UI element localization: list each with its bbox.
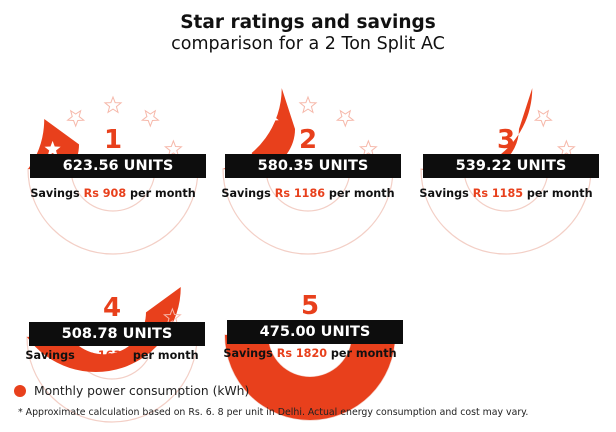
filled-star-icon bbox=[339, 276, 356, 293]
filled-star-icon bbox=[44, 140, 61, 157]
filled-star-icon bbox=[262, 110, 279, 127]
page-title: Star ratings and savings bbox=[180, 12, 436, 33]
legend-dot-icon bbox=[14, 385, 26, 397]
filled-star-icon bbox=[301, 263, 319, 279]
rating-number: 2 bbox=[299, 125, 317, 155]
savings-suffix: per month bbox=[330, 347, 397, 360]
savings-prefix: Savings bbox=[221, 187, 271, 200]
rating-card-5: 5 475.00 UNITS bbox=[215, 250, 405, 421]
savings-prefix: Savings bbox=[30, 187, 80, 200]
rating-card-2: 2 580.35 UNITS bbox=[213, 84, 403, 255]
gauge-filled-arc bbox=[421, 88, 533, 174]
empty-star-icon bbox=[533, 109, 553, 128]
savings-amount: Rs 1185 bbox=[472, 187, 524, 200]
savings-amount: Rs 1186 bbox=[274, 187, 326, 200]
filled-star-icon bbox=[362, 306, 379, 323]
units-bar: 580.35 UNITS bbox=[225, 154, 401, 178]
footnote: * Approximate calculation based on Rs. 6… bbox=[18, 407, 529, 418]
filled-star-icon bbox=[264, 276, 281, 293]
gauge-filled-arc bbox=[225, 335, 395, 420]
savings-amount: Rs 1820 bbox=[276, 347, 328, 360]
rating-number: 3 bbox=[497, 125, 515, 155]
rating-number: 1 bbox=[104, 125, 122, 155]
filled-star-icon bbox=[239, 140, 256, 157]
rating-number: 4 bbox=[103, 293, 121, 323]
page-subtitle: comparison for a 2 Ton Split AC bbox=[171, 34, 445, 54]
savings-line-2: Savings Rs 1186 per month bbox=[208, 187, 408, 200]
filled-star-icon bbox=[460, 110, 477, 127]
savings-prefix: Savings bbox=[223, 347, 273, 360]
savings-suffix: per month bbox=[328, 187, 395, 200]
savings-line-1: Savings Rs 908 per month bbox=[13, 187, 213, 200]
empty-star-icon bbox=[335, 109, 355, 128]
empty-star-icon bbox=[103, 95, 123, 114]
units-bar: 508.78 UNITS bbox=[29, 322, 205, 346]
star-gauge: 3 bbox=[420, 88, 592, 255]
filled-star-icon bbox=[141, 278, 158, 295]
savings-line-3: Savings Rs 1185 per month bbox=[406, 187, 606, 200]
gauge-ring bbox=[222, 168, 394, 255]
savings-amount: Rs 908 bbox=[83, 187, 127, 200]
filled-star-icon bbox=[241, 306, 258, 323]
star-gauge: 2 bbox=[222, 88, 394, 255]
rating-card-4: 4 508.78 UNITS bbox=[17, 252, 207, 423]
savings-amount: Rs 1633 bbox=[78, 349, 130, 362]
savings-suffix: per month bbox=[132, 349, 199, 362]
savings-prefix: Savings bbox=[25, 349, 75, 362]
filled-star-icon bbox=[43, 308, 60, 325]
filled-star-icon bbox=[103, 265, 121, 281]
filled-star-icon bbox=[66, 278, 83, 295]
filled-star-icon bbox=[437, 140, 454, 157]
units-bar: 539.22 UNITS bbox=[423, 154, 599, 178]
savings-prefix: Savings bbox=[419, 187, 469, 200]
star-gauge: 4 bbox=[26, 265, 198, 423]
empty-star-icon bbox=[140, 109, 160, 128]
savings-line-4: Savings Rs 1633 per month bbox=[12, 349, 212, 362]
gauge-filled-arc bbox=[223, 88, 296, 169]
empty-star-icon bbox=[66, 109, 86, 128]
gauge-filled-arc bbox=[27, 287, 181, 373]
empty-star-icon bbox=[298, 95, 318, 114]
units-bar: 623.56 UNITS bbox=[30, 154, 206, 178]
gauge-ring bbox=[420, 168, 592, 255]
legend: Monthly power consumption (kWh) bbox=[14, 384, 249, 398]
rating-card-3: 3 539.22 UNITS bbox=[411, 84, 601, 255]
savings-suffix: per month bbox=[130, 187, 196, 200]
units-bar: 475.00 UNITS bbox=[227, 320, 403, 344]
gauge-ring bbox=[27, 168, 199, 255]
legend-label: Monthly power consumption (kWh) bbox=[34, 384, 250, 398]
rating-number: 5 bbox=[301, 291, 319, 321]
filled-star-icon bbox=[497, 97, 515, 113]
savings-suffix: per month bbox=[526, 187, 593, 200]
rating-card-1: 1 623.56 UNITS bbox=[18, 84, 208, 255]
savings-line-5: Savings Rs 1820 per month bbox=[210, 347, 410, 360]
star-gauge: 5 bbox=[224, 263, 396, 421]
